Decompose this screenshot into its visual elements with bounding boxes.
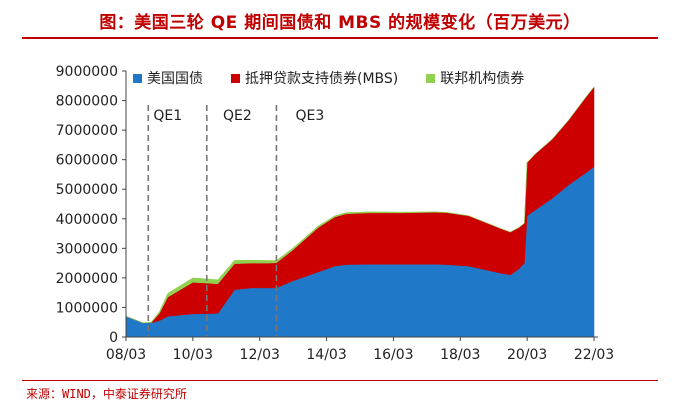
qe-label-1: QE1: [153, 108, 182, 124]
y-tick-label-5: 5000000: [56, 182, 118, 198]
qe-label-3: QE3: [295, 108, 324, 124]
legend-label-treasury: 美国国债: [147, 71, 203, 87]
y-tick-label-3: 3000000: [56, 241, 118, 257]
legend-label-agency: 联邦机构债券: [440, 71, 525, 87]
qe-labels: QE1 QE2 QE3: [153, 108, 324, 124]
x-tick-label-5: 18/03: [440, 347, 480, 363]
chart-title: 图：美国三轮 QE 期间国债和 MBS 的规模变化（百万美元）: [99, 13, 581, 33]
y-tick-label-8: 8000000: [56, 94, 118, 110]
legend-swatch-treasury: [133, 73, 142, 83]
x-tick-label-4: 16/03: [373, 347, 413, 363]
y-tick-label-2: 2000000: [56, 271, 118, 287]
x-tick-label-0: 08/03: [106, 347, 146, 363]
legend-item-treasury: 美国国债: [133, 68, 203, 88]
qe-boundary-lines: [147, 105, 278, 337]
legend-item-agency: 联邦机构债券: [426, 68, 524, 88]
x-tick-label-2: 12/03: [240, 347, 280, 363]
area-layer: [125, 86, 595, 338]
x-tick-label-6: 20/03: [507, 347, 547, 363]
legend-swatch-agency: [426, 73, 436, 83]
title-divider: [22, 37, 658, 39]
y-tick-label-7: 7000000: [56, 123, 118, 139]
source-divider: [22, 380, 658, 381]
x-tick-label-7: 22/03: [574, 347, 614, 363]
x-tick-label-3: 14/03: [306, 347, 346, 363]
y-tick-label-4: 4000000: [56, 212, 118, 228]
source-note: 来源：WIND，中泰证券研究所: [26, 387, 187, 401]
axes: 0 1000000 2000000 3000000 4000000 5000000 6000…: [56, 64, 615, 363]
qe-label-2: QE2: [223, 108, 252, 124]
legend-item-mbs: 抵押贷款支持债券(MBS): [231, 68, 398, 88]
legend: 美国国债 抵押贷款支持债券(MBS) 联邦机构债券: [133, 68, 552, 88]
y-tick-label-0: 0: [109, 330, 118, 346]
title-bar: 图：美国三轮 QE 期间国债和 MBS 的规模变化（百万美元）: [0, 0, 680, 40]
y-tick-label-6: 6000000: [56, 153, 118, 169]
legend-label-mbs: 抵押贷款支持债券(MBS): [245, 71, 399, 87]
area-agency: [125, 86, 595, 324]
y-tick-label-1: 1000000: [56, 300, 118, 316]
legend-swatch-mbs: [231, 73, 240, 83]
x-tick-label-1: 10/03: [173, 347, 213, 363]
y-tick-label-9: 9000000: [56, 64, 118, 80]
